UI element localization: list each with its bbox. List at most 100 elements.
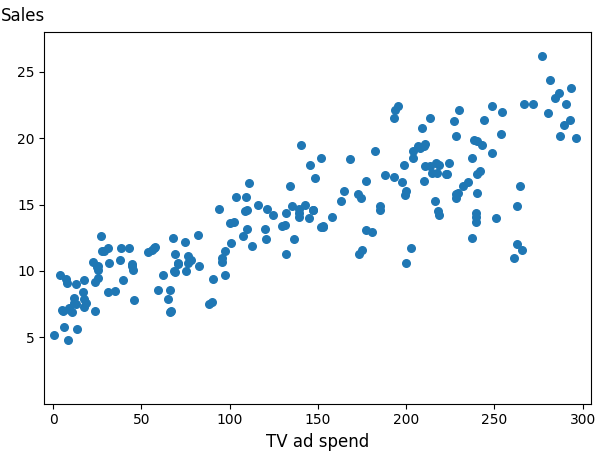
Point bbox=[115, 257, 125, 264]
Point bbox=[420, 142, 429, 150]
Point bbox=[64, 305, 74, 312]
Point bbox=[390, 114, 399, 122]
Point bbox=[69, 299, 79, 306]
Point bbox=[472, 218, 481, 225]
Point bbox=[92, 263, 102, 271]
Point bbox=[472, 137, 482, 145]
Point bbox=[487, 149, 497, 157]
Point bbox=[463, 178, 473, 185]
Point bbox=[554, 132, 564, 139]
Point bbox=[124, 245, 134, 252]
Text: Sales: Sales bbox=[1, 6, 45, 25]
Point bbox=[371, 148, 381, 155]
Point bbox=[528, 100, 538, 107]
Point bbox=[280, 221, 289, 228]
Point bbox=[79, 295, 88, 303]
Point bbox=[519, 100, 529, 107]
Point bbox=[170, 269, 180, 276]
Point bbox=[427, 169, 437, 176]
Point bbox=[408, 154, 418, 162]
Point bbox=[173, 261, 182, 268]
Point bbox=[296, 141, 306, 148]
Point bbox=[550, 95, 560, 102]
Point bbox=[207, 298, 216, 305]
Point bbox=[103, 245, 112, 252]
Point bbox=[554, 89, 564, 97]
Point bbox=[480, 116, 489, 123]
Point bbox=[419, 177, 429, 185]
Point bbox=[217, 258, 227, 265]
Point bbox=[183, 253, 193, 260]
Point bbox=[295, 209, 304, 216]
Point bbox=[336, 197, 346, 204]
Point bbox=[71, 300, 81, 308]
Point bbox=[517, 246, 527, 253]
Point bbox=[515, 182, 524, 190]
Point bbox=[169, 267, 179, 275]
Point bbox=[248, 242, 257, 250]
Point bbox=[353, 191, 362, 198]
Point bbox=[472, 170, 481, 178]
Point bbox=[61, 275, 71, 283]
Point bbox=[78, 289, 88, 296]
Point bbox=[230, 218, 239, 225]
Point bbox=[91, 278, 100, 285]
Point bbox=[116, 245, 126, 252]
Point bbox=[92, 266, 102, 273]
Point bbox=[99, 247, 109, 255]
Point bbox=[305, 161, 315, 169]
Point bbox=[397, 178, 406, 185]
Point bbox=[277, 222, 286, 229]
Point bbox=[425, 114, 435, 122]
Point bbox=[316, 224, 326, 231]
Point bbox=[262, 205, 272, 212]
Point bbox=[361, 177, 371, 185]
Point bbox=[512, 241, 522, 248]
Point bbox=[281, 250, 291, 257]
Point bbox=[294, 205, 304, 212]
Point bbox=[68, 309, 77, 316]
Point bbox=[496, 131, 506, 138]
Point bbox=[420, 140, 430, 147]
Point bbox=[543, 109, 553, 117]
Point bbox=[390, 173, 399, 180]
Point bbox=[375, 202, 385, 210]
Point bbox=[469, 136, 478, 143]
Point bbox=[425, 163, 435, 170]
Point bbox=[451, 194, 461, 202]
Point bbox=[81, 299, 91, 306]
Point bbox=[471, 209, 480, 216]
Point bbox=[149, 245, 159, 252]
Point bbox=[512, 202, 522, 210]
Point bbox=[432, 169, 442, 176]
Point bbox=[147, 246, 157, 253]
Point bbox=[59, 323, 69, 330]
Point bbox=[153, 286, 163, 293]
Point bbox=[90, 307, 100, 315]
Point bbox=[561, 100, 571, 107]
Point bbox=[244, 180, 254, 187]
Point bbox=[434, 161, 443, 169]
Point bbox=[269, 212, 278, 219]
Point bbox=[217, 254, 227, 262]
Point bbox=[304, 214, 314, 222]
Point bbox=[430, 197, 440, 204]
Point bbox=[294, 213, 304, 220]
Point bbox=[71, 281, 81, 288]
Point bbox=[58, 307, 68, 315]
Point bbox=[56, 271, 65, 278]
Point bbox=[408, 148, 418, 155]
Point bbox=[95, 233, 105, 240]
Point bbox=[433, 207, 443, 215]
Point bbox=[401, 188, 411, 195]
Point bbox=[167, 307, 176, 315]
Point bbox=[565, 116, 575, 123]
Point bbox=[318, 222, 328, 229]
Point bbox=[72, 326, 82, 333]
Point bbox=[401, 259, 411, 267]
Point bbox=[127, 261, 137, 268]
Point bbox=[79, 303, 89, 311]
Point bbox=[487, 103, 497, 110]
Point bbox=[127, 262, 137, 269]
Point bbox=[62, 279, 71, 287]
